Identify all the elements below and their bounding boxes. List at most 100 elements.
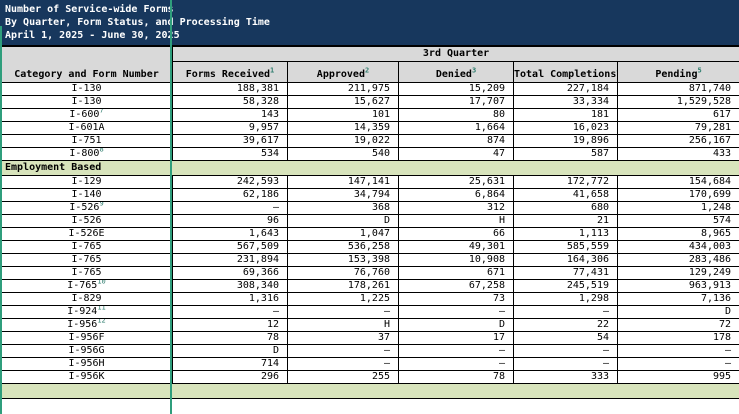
value-cell[interactable]: 1,529,528: [616, 94, 739, 109]
value-cell[interactable]: 67,258: [398, 278, 514, 293]
value-cell[interactable]: –: [616, 356, 739, 371]
value-cell[interactable]: 245,519: [513, 278, 618, 293]
form-number-cell[interactable]: I-956H: [0, 356, 173, 371]
col-header-pending[interactable]: Pending5: [616, 60, 739, 83]
value-cell[interactable]: –: [172, 200, 288, 215]
form-number-cell[interactable]: I-95612: [0, 317, 173, 332]
form-number-cell[interactable]: I-92411: [0, 304, 173, 319]
value-cell[interactable]: 1,225: [287, 291, 399, 306]
value-cell[interactable]: 33,334: [513, 94, 618, 109]
value-cell[interactable]: –: [616, 343, 739, 358]
value-cell[interactable]: 147,141: [287, 174, 399, 189]
value-cell[interactable]: –: [398, 304, 514, 319]
value-cell[interactable]: 77,431: [513, 265, 618, 280]
value-cell[interactable]: 181: [513, 107, 618, 122]
section-label[interactable]: [0, 382, 739, 399]
value-cell[interactable]: 78: [398, 369, 514, 384]
value-cell[interactable]: 172,772: [513, 174, 618, 189]
value-cell[interactable]: 73: [398, 291, 514, 306]
value-cell[interactable]: 12: [172, 317, 288, 332]
form-number-cell[interactable]: I-8008: [0, 146, 173, 161]
value-cell[interactable]: 242,593: [172, 174, 288, 189]
value-cell[interactable]: –: [287, 304, 399, 319]
value-cell[interactable]: 7,136: [616, 291, 739, 306]
value-cell[interactable]: 15,627: [287, 94, 399, 109]
value-cell[interactable]: 22: [513, 317, 618, 332]
value-cell[interactable]: –: [513, 356, 618, 371]
value-cell[interactable]: 963,913: [616, 278, 739, 293]
value-cell[interactable]: 871,740: [616, 81, 739, 96]
value-cell[interactable]: 540: [287, 146, 399, 161]
value-cell[interactable]: 62,186: [172, 187, 288, 202]
value-cell[interactable]: 1,316: [172, 291, 288, 306]
value-cell[interactable]: 17,707: [398, 94, 514, 109]
value-cell[interactable]: 164,306: [513, 252, 618, 267]
value-cell[interactable]: 714: [172, 356, 288, 371]
value-cell[interactable]: –: [513, 343, 618, 358]
value-cell[interactable]: 39,617: [172, 133, 288, 148]
value-cell[interactable]: –: [513, 304, 618, 319]
value-cell[interactable]: 15,209: [398, 81, 514, 96]
value-cell[interactable]: 154,684: [616, 174, 739, 189]
value-cell[interactable]: 170,699: [616, 187, 739, 202]
value-cell[interactable]: 1,248: [616, 200, 739, 215]
value-cell[interactable]: 19,022: [287, 133, 399, 148]
value-cell[interactable]: 25,631: [398, 174, 514, 189]
value-cell[interactable]: 79,281: [616, 120, 739, 135]
value-cell[interactable]: 129,249: [616, 265, 739, 280]
form-number-cell[interactable]: I-76510: [0, 278, 173, 293]
value-cell[interactable]: 80: [398, 107, 514, 122]
value-cell[interactable]: 536,258: [287, 239, 399, 254]
value-cell[interactable]: 47: [398, 146, 514, 161]
value-cell[interactable]: 574: [616, 213, 739, 228]
form-number-cell[interactable]: I-130: [0, 94, 173, 109]
value-cell[interactable]: 34,794: [287, 187, 399, 202]
value-cell[interactable]: –: [398, 343, 514, 358]
value-cell[interactable]: 231,894: [172, 252, 288, 267]
section-label[interactable]: Employment Based: [0, 159, 739, 176]
form-number-cell[interactable]: I-751: [0, 133, 173, 148]
value-cell[interactable]: 567,509: [172, 239, 288, 254]
col-header-approved[interactable]: Approved2: [287, 60, 399, 83]
value-cell[interactable]: 680: [513, 200, 618, 215]
form-number-cell[interactable]: I-129: [0, 174, 173, 189]
value-cell[interactable]: 17: [398, 330, 514, 345]
value-cell[interactable]: 333: [513, 369, 618, 384]
value-cell[interactable]: 1,298: [513, 291, 618, 306]
value-cell[interactable]: 9,957: [172, 120, 288, 135]
value-cell[interactable]: 153,398: [287, 252, 399, 267]
value-cell[interactable]: 283,486: [616, 252, 739, 267]
value-cell[interactable]: 256,167: [616, 133, 739, 148]
value-cell[interactable]: 21: [513, 213, 618, 228]
value-cell[interactable]: 671: [398, 265, 514, 280]
form-number-cell[interactable]: I-765: [0, 265, 173, 280]
value-cell[interactable]: 8,965: [616, 226, 739, 241]
col-header-denied[interactable]: Denied3: [398, 60, 514, 83]
form-number-cell[interactable]: I-5269: [0, 200, 173, 215]
value-cell[interactable]: –: [398, 356, 514, 371]
value-cell[interactable]: 617: [616, 107, 739, 122]
value-cell[interactable]: 188,381: [172, 81, 288, 96]
value-cell[interactable]: 433: [616, 146, 739, 161]
value-cell[interactable]: 368: [287, 200, 399, 215]
form-number-cell[interactable]: I-130: [0, 81, 173, 96]
form-number-cell[interactable]: I-601A: [0, 120, 173, 135]
value-cell[interactable]: 1,047: [287, 226, 399, 241]
value-cell[interactable]: 49,301: [398, 239, 514, 254]
form-number-cell[interactable]: I-956F: [0, 330, 173, 345]
value-cell[interactable]: D: [287, 213, 399, 228]
form-number-cell[interactable]: I-765: [0, 252, 173, 267]
value-cell[interactable]: 37: [287, 330, 399, 345]
value-cell[interactable]: 255: [287, 369, 399, 384]
value-cell[interactable]: D: [398, 317, 514, 332]
value-cell[interactable]: 874: [398, 133, 514, 148]
value-cell[interactable]: 69,366: [172, 265, 288, 280]
col-header-total-completions[interactable]: Total Completions4: [513, 60, 618, 83]
quarter-header-cell[interactable]: 3rd Quarter: [171, 45, 739, 62]
form-number-cell[interactable]: I-526: [0, 213, 173, 228]
value-cell[interactable]: 76,760: [287, 265, 399, 280]
value-cell[interactable]: D: [172, 343, 288, 358]
value-cell[interactable]: 178,261: [287, 278, 399, 293]
value-cell[interactable]: 585,559: [513, 239, 618, 254]
form-number-cell[interactable]: I-6007: [0, 107, 173, 122]
